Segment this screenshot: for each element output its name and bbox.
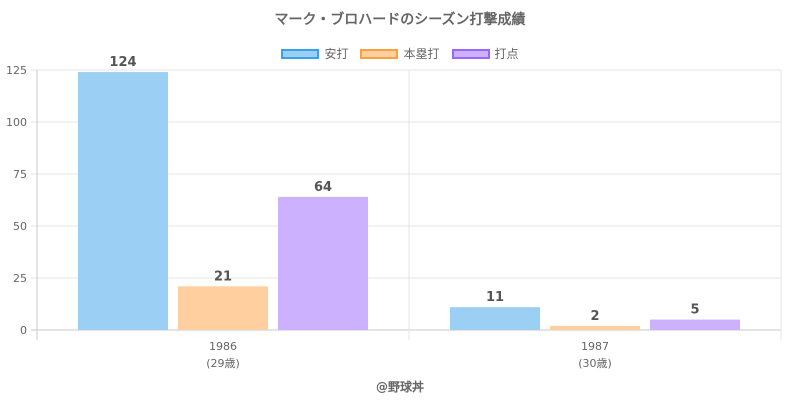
legend-swatch-home-runs: [360, 48, 399, 59]
y-tick-label-0: 0: [20, 324, 27, 337]
data-label-1986-series-2: 64: [314, 180, 332, 195]
data-label-1986-series-1: 21: [214, 269, 232, 284]
bar-1987-series-0: [450, 307, 540, 330]
y-tick-label-125: 125: [6, 64, 27, 77]
x-tick-label-1986: 1986: [209, 340, 237, 353]
bar-1987-series-2: [650, 319, 740, 330]
legend-label-home-runs: 本塁打: [403, 47, 440, 61]
data-label-1987-series-0: 11: [486, 290, 504, 305]
legend-item-rbi[interactable]: 打点: [451, 45, 519, 62]
y-tick-label-100: 100: [6, 116, 27, 129]
legend-swatch-rbi: [451, 48, 490, 59]
bar-1986-series-2: [278, 196, 368, 330]
data-label-1987-series-2: 5: [690, 303, 699, 318]
data-label-1986-series-0: 124: [109, 55, 136, 70]
bar-1987-series-1: [550, 325, 640, 330]
bar-1986-series-1: [178, 286, 268, 330]
footer-credit: @野球丼: [375, 380, 424, 394]
chart-legend: 安打 本塁打 打点: [0, 45, 800, 62]
legend-item-home-runs[interactable]: 本塁打: [360, 45, 440, 62]
legend-label-hits: 安打: [324, 47, 349, 61]
bar-1986-series-0: [78, 72, 168, 330]
data-label-1987-series-1: 2: [590, 309, 599, 324]
x-tick-sublabel-1987: (30歳): [578, 357, 612, 370]
chart-title: マーク・ブロハードのシーズン打撃成績: [274, 12, 526, 28]
y-tick-label-25: 25: [13, 272, 27, 285]
y-tick-label-75: 75: [13, 168, 27, 181]
legend-label-rbi: 打点: [494, 47, 519, 61]
x-tick-label-1987: 1987: [581, 340, 609, 353]
legend-item-hits[interactable]: 安打: [281, 45, 348, 62]
x-tick-sublabel-1986: (29歳): [206, 357, 240, 370]
legend-swatch-hits: [281, 48, 320, 59]
y-tick-label-50: 50: [13, 220, 27, 233]
